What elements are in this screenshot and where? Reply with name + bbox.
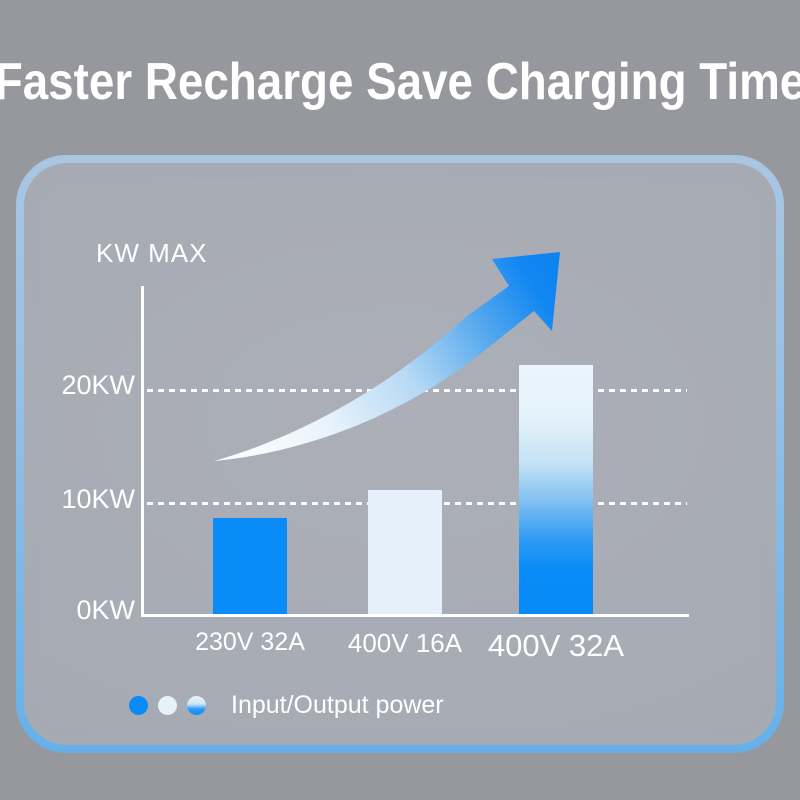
bar-230v-32a — [213, 518, 287, 614]
legend-swatch-blue — [129, 696, 148, 715]
y-tick-20kw: 20KW — [61, 370, 135, 400]
legend: Input/Output power — [129, 691, 444, 720]
legend-swatch-gradient — [187, 696, 206, 715]
category-label-400v-16a: 400V 16A — [347, 628, 463, 658]
y-tick-0kw: 0KW — [76, 595, 135, 625]
bar-400v-16a — [368, 490, 442, 614]
x-axis-line — [141, 614, 689, 617]
gridline-20kw — [147, 389, 687, 392]
y-axis-line — [141, 286, 144, 616]
category-label-230v-32a: 230V 32A — [195, 628, 305, 656]
y-tick-10kw: 10KW — [61, 484, 135, 514]
category-label-400v-32a: 400V 32A — [487, 628, 625, 663]
y-axis-title: KW MAX — [96, 238, 208, 268]
legend-swatch-light — [158, 696, 177, 715]
page-title: Faster Recharge Save Charging Time — [0, 53, 800, 111]
bar-400v-32a — [519, 365, 593, 614]
legend-label: Input/Output power — [231, 691, 444, 719]
